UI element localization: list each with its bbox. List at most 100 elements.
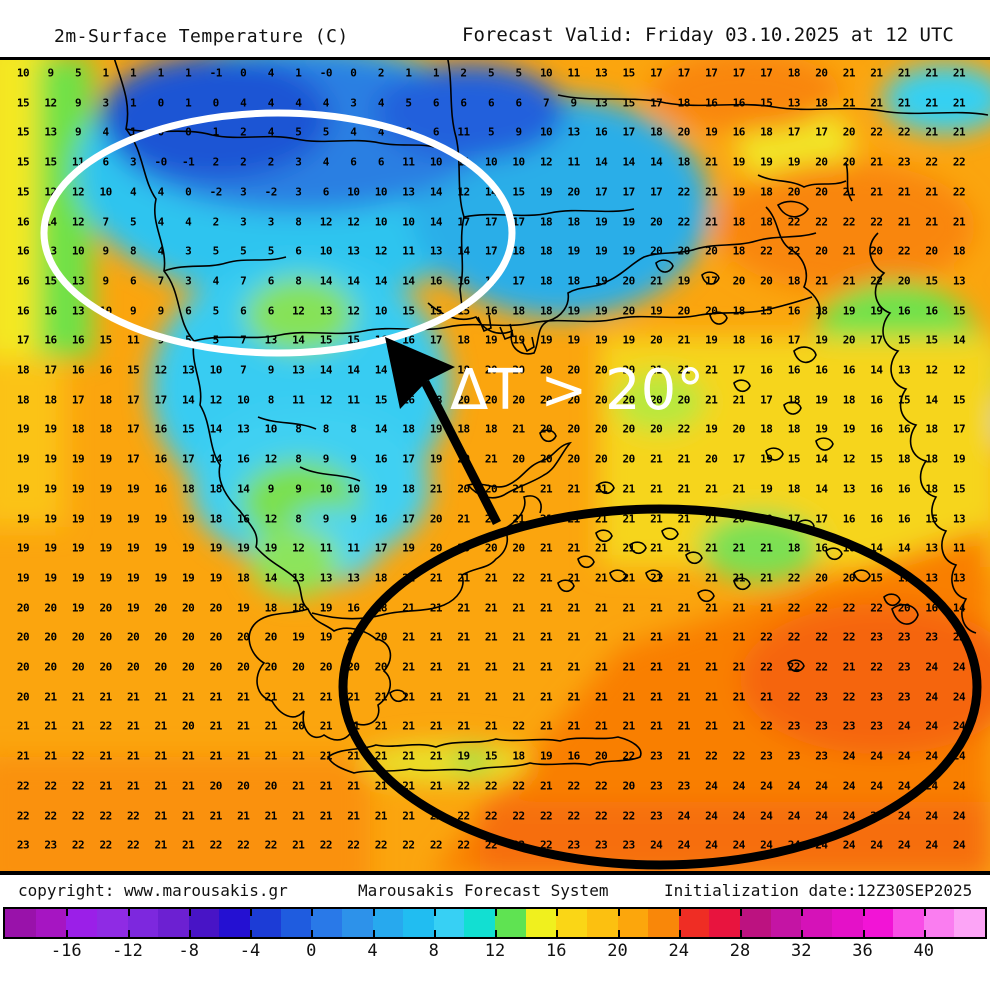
grid-temperature-value: 20 bbox=[209, 660, 223, 674]
grid-temperature-value: 20 bbox=[457, 541, 470, 555]
grid-temperature-value: 21 bbox=[622, 630, 636, 644]
grid-temperature-value: 17 bbox=[787, 333, 801, 347]
grid-temperature-value: 19 bbox=[44, 512, 57, 525]
grid-temperature-value: 22 bbox=[71, 809, 85, 822]
grid-temperature-value: 17 bbox=[595, 185, 608, 199]
grid-temperature-value: 24 bbox=[842, 779, 856, 793]
grid-temperature-value: 11 bbox=[952, 541, 966, 555]
grid-temperature-value: 20 bbox=[264, 660, 278, 674]
grid-temperature-value: 22 bbox=[760, 719, 773, 733]
grid-temperature-value: 16 bbox=[897, 422, 911, 436]
grid-temperature-value: 10 bbox=[539, 66, 553, 80]
grid-temperature-value: 12 bbox=[44, 185, 57, 199]
grid-temperature-value: 19 bbox=[429, 422, 443, 436]
grid-temperature-value: 24 bbox=[732, 809, 746, 822]
grid-temperature-value: 20 bbox=[347, 660, 360, 674]
grid-temperature-value: 22 bbox=[622, 749, 636, 763]
grid-temperature-value: 22 bbox=[622, 809, 636, 822]
grid-temperature-value: 24 bbox=[760, 838, 773, 852]
grid-temperature-value: 6 bbox=[432, 96, 440, 110]
grid-temperature-value: 5 bbox=[74, 66, 82, 80]
grid-temperature-value: 21 bbox=[677, 601, 691, 615]
grid-temperature-value: 9 bbox=[322, 512, 330, 525]
grid-temperature-value: 21 bbox=[622, 660, 636, 674]
grid-temperature-value: 13 bbox=[347, 571, 360, 585]
grid-temperature-value: 12 bbox=[347, 304, 360, 318]
grid-temperature-value: 21 bbox=[71, 719, 85, 733]
grid-temperature-value: 21 bbox=[842, 185, 856, 199]
grid-temperature-value: 9 bbox=[157, 333, 165, 347]
colorbar-segment bbox=[678, 909, 710, 937]
grid-temperature-value: 15 bbox=[952, 482, 966, 496]
grid-temperature-value: 11 bbox=[347, 393, 360, 407]
grid-temperature-value: 21 bbox=[347, 749, 360, 763]
grid-temperature-value: 21 bbox=[677, 749, 691, 763]
colorbar-tick-label: 4 bbox=[367, 941, 378, 961]
grid-temperature-value: 19 bbox=[402, 541, 415, 555]
grid-temperature-value: 15 bbox=[787, 452, 801, 466]
grid-temperature-value: 21 bbox=[429, 779, 443, 793]
grid-temperature-value: 9 bbox=[350, 452, 357, 466]
grid-temperature-value: 19 bbox=[237, 601, 250, 615]
grid-temperature-value: 7 bbox=[157, 274, 165, 288]
colorbar-segment bbox=[923, 909, 955, 937]
grid-temperature-value: 20 bbox=[457, 452, 470, 466]
grid-temperature-value: 19 bbox=[815, 422, 828, 436]
grid-temperature-value: 18 bbox=[457, 422, 470, 436]
grid-temperature-value: 21 bbox=[457, 719, 470, 733]
grid-temperature-value: 19 bbox=[16, 571, 30, 585]
grid-temperature-value: 20 bbox=[595, 363, 608, 377]
colorbar-segment bbox=[586, 909, 618, 937]
grid-temperature-value: 19 bbox=[154, 512, 168, 525]
grid-temperature-value: 21 bbox=[484, 601, 498, 615]
grid-temperature-value: 21 bbox=[870, 155, 883, 169]
colorbar-segment bbox=[556, 909, 587, 937]
grid-temperature-value: 13 bbox=[952, 274, 966, 288]
grid-temperature-value: 22 bbox=[787, 601, 801, 615]
colorbar-tick-label: 36 bbox=[852, 941, 873, 961]
grid-temperature-value: 19 bbox=[815, 333, 828, 347]
grid-temperature-value: 2 bbox=[460, 66, 467, 80]
grid-temperature-value: 18 bbox=[732, 215, 746, 228]
grid-temperature-value: 3 bbox=[130, 155, 137, 169]
grid-temperature-value: 16 bbox=[44, 304, 57, 318]
map-area: 10 9 5 1 1 1 1 -1 0 4 1 -0 0 2 1 1 2 5 5 10 11 13 15 17 17 17 17 17… bbox=[0, 57, 990, 875]
grid-temperature-value: 22 bbox=[842, 630, 856, 644]
grid-temperature-value: 18 bbox=[512, 749, 525, 763]
grid-temperature-value: 21 bbox=[595, 630, 608, 644]
grid-temperature-value: 17 bbox=[374, 541, 388, 555]
grid-temperature-value: 4 bbox=[212, 274, 220, 288]
grid-temperature-value: 22 bbox=[457, 779, 470, 793]
grid-temperature-value: 21 bbox=[677, 333, 691, 347]
grid-temperature-value: 18 bbox=[484, 422, 498, 436]
grid-temperature-value: 16 bbox=[16, 215, 30, 228]
grid-temperature-value: 10 bbox=[209, 363, 223, 377]
grid-temperature-value: 14 bbox=[292, 333, 305, 347]
grid-temperature-value: 19 bbox=[595, 304, 608, 318]
grid-temperature-value: 21 bbox=[539, 482, 553, 496]
grid-temperature-value: 24 bbox=[925, 838, 938, 852]
grid-temperature-value: 5 bbox=[212, 333, 220, 347]
grid-temperature-value: 21 bbox=[237, 690, 250, 704]
grid-temperature-value: 22 bbox=[787, 571, 801, 585]
grid-temperature-value: 21 bbox=[622, 690, 636, 704]
grid-temperature-value: 1 bbox=[405, 66, 412, 80]
grid-temperature-value: 16 bbox=[732, 125, 746, 139]
grid-temperature-value: 19 bbox=[705, 125, 718, 139]
grid-temperature-value: 23 bbox=[595, 838, 608, 852]
grid-temperature-value: 20 bbox=[925, 244, 938, 258]
grid-temperature-value: 10 bbox=[264, 422, 278, 436]
grid-temperature-value: 22 bbox=[71, 749, 85, 763]
grid-temperature-value: 17 bbox=[512, 215, 525, 228]
grid-temperature-value: 21 bbox=[264, 690, 278, 704]
grid-temperature-value: 21 bbox=[595, 719, 608, 733]
grid-temperature-value: 21 bbox=[842, 244, 856, 258]
grid-temperature-value: 18 bbox=[760, 215, 773, 228]
grid-temperature-value: 21 bbox=[402, 779, 415, 793]
grid-temperature-value: 24 bbox=[952, 838, 966, 852]
grid-temperature-value: 24 bbox=[870, 838, 883, 852]
grid-temperature-value: 4 bbox=[377, 125, 385, 139]
grid-temperature-value: 24 bbox=[815, 809, 828, 822]
grid-temperature-value: 21 bbox=[292, 749, 305, 763]
grid-temperature-value: 4 bbox=[130, 185, 137, 199]
